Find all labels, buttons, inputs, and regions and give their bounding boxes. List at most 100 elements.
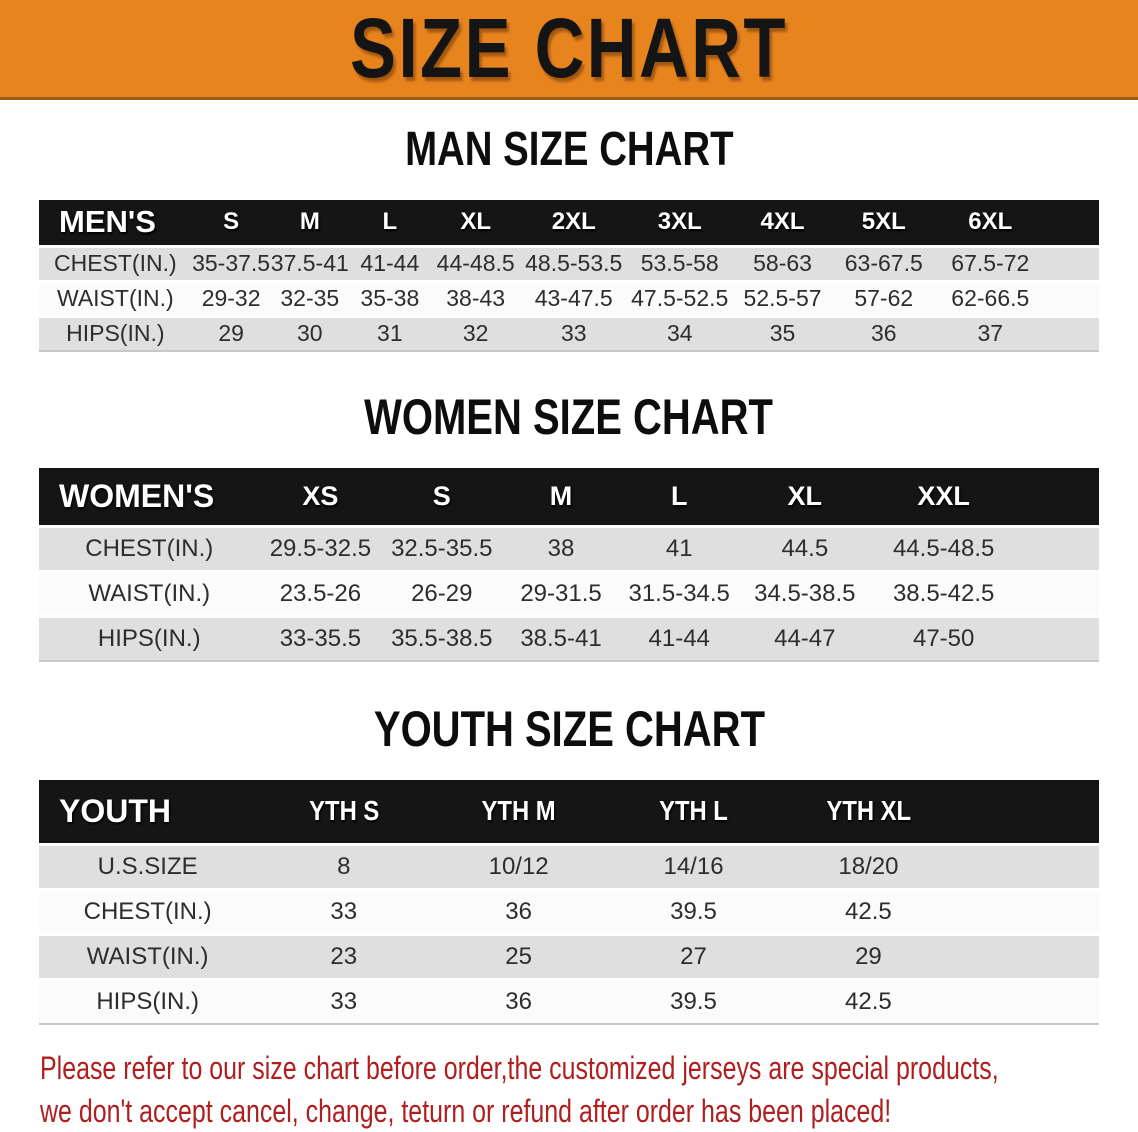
size-value-cell: 38-43	[430, 279, 521, 316]
spacer-cell	[1045, 244, 1099, 281]
size-value-cell: 36	[832, 314, 936, 351]
order-policy-line-2: we don't accept cancel, change, teturn o…	[40, 1093, 892, 1130]
size-column-header: 5XL	[832, 200, 936, 246]
size-column-header-text: YTH M	[481, 795, 556, 827]
measurement-row-label: HIPS(IN.)	[39, 977, 257, 1024]
measurement-row-label: CHEST(IN.)	[39, 887, 257, 934]
mens-size-table: MEN'S S M L XL 2XL 3XL 4XL 5XL 6XL CHEST…	[39, 200, 1099, 352]
size-column-header: 4XL	[732, 200, 833, 246]
spacer-cell	[1016, 524, 1099, 571]
size-value-cell: 35-37.5	[191, 244, 271, 281]
size-value-cell: 48.5-53.5	[520, 244, 627, 281]
youth-chest-row: CHEST(IN.) 33 36 39.5 42.5	[39, 887, 1099, 934]
size-value-cell: 52.5-57	[732, 279, 833, 316]
size-column-header: YTH M	[431, 780, 607, 844]
size-value-cell: 34	[626, 314, 733, 351]
size-value-cell: 35.5-38.5	[381, 614, 503, 661]
size-value-cell: 32-35	[270, 279, 350, 316]
size-chart-title: SIZE CHART	[350, 1, 788, 95]
size-value-cell: 62-66.5	[935, 279, 1046, 316]
spacer-cell	[955, 887, 1099, 934]
size-column-header: M	[270, 200, 350, 246]
size-value-cell: 31	[349, 314, 431, 351]
size-value-cell: 67.5-72	[935, 244, 1046, 281]
youth-waist-row: WAIST(IN.) 23 25 27 29	[39, 932, 1099, 979]
spacer-cell	[1045, 314, 1099, 351]
size-value-cell: 63-67.5	[832, 244, 936, 281]
spacer-cell	[955, 977, 1099, 1024]
size-value-cell: 23.5-26	[259, 569, 382, 616]
size-value-cell: 44-48.5	[430, 244, 521, 281]
size-value-cell: 39.5	[606, 887, 781, 934]
size-column-header: M	[502, 468, 620, 526]
youth-ussize-row: U.S.SIZE 8 10/12 14/16 18/20	[39, 842, 1099, 889]
size-value-cell: 43-47.5	[520, 279, 627, 316]
spacer-header-cell	[955, 780, 1099, 844]
size-value-cell: 31.5-34.5	[619, 569, 739, 616]
size-column-header-text: YTH S	[308, 795, 379, 827]
size-value-cell: 41-44	[619, 614, 739, 661]
size-column-header: L	[349, 200, 431, 246]
size-column-header: YTH L	[606, 780, 781, 844]
youth-section-heading-text: YOUTH SIZE CHART	[373, 701, 765, 757]
size-value-cell: 10/12	[431, 842, 607, 889]
measurement-row-label: CHEST(IN.)	[39, 524, 260, 571]
mens-table-title: MEN'S	[39, 200, 192, 246]
spacer-cell	[955, 842, 1099, 889]
size-value-cell: 29	[191, 314, 271, 351]
men-section-heading: MAN SIZE CHART	[0, 126, 1138, 174]
size-value-cell: 58-63	[732, 244, 833, 281]
size-value-cell: 53.5-58	[626, 244, 733, 281]
measurement-row-label: CHEST(IN.)	[39, 244, 192, 281]
size-value-cell: 14/16	[606, 842, 781, 889]
size-value-cell: 32.5-35.5	[381, 524, 503, 571]
size-value-cell: 30	[270, 314, 350, 351]
womens-hips-row: HIPS(IN.) 33-35.5 35.5-38.5 38.5-41 41-4…	[39, 614, 1099, 661]
size-value-cell: 34.5-38.5	[738, 569, 872, 616]
youth-header-row: YOUTH YTH S YTH M YTH L YTH XL	[39, 780, 1099, 844]
size-value-cell: 33	[256, 977, 432, 1024]
size-value-cell: 41-44	[349, 244, 431, 281]
size-value-cell: 38	[502, 524, 620, 571]
size-value-cell: 32	[430, 314, 521, 351]
size-column-header: YTH XL	[780, 780, 956, 844]
size-value-cell: 37.5-41	[270, 244, 350, 281]
youth-section-heading: YOUTH SIZE CHART	[0, 704, 1138, 754]
size-value-cell: 41	[619, 524, 739, 571]
size-value-cell: 35	[732, 314, 833, 351]
size-column-header: 2XL	[520, 200, 627, 246]
measurement-row-label: HIPS(IN.)	[39, 614, 260, 661]
size-value-cell: 33	[520, 314, 627, 351]
size-column-header: L	[619, 468, 739, 526]
size-column-header: XL	[738, 468, 872, 526]
size-value-cell: 26-29	[381, 569, 503, 616]
size-value-cell: 44-47	[738, 614, 872, 661]
size-value-cell: 44.5	[738, 524, 872, 571]
size-value-cell: 44.5-48.5	[871, 524, 1017, 571]
womens-size-table: WOMEN'S XS S M L XL XXL CHEST(IN.) 29.5-…	[39, 468, 1099, 662]
women-section-heading-text: WOMEN SIZE CHART	[364, 389, 774, 445]
size-value-cell: 33	[256, 887, 432, 934]
youth-hips-row: HIPS(IN.) 33 36 39.5 42.5	[39, 977, 1099, 1024]
mens-hips-row: HIPS(IN.) 29 30 31 32 33 34 35 36 37	[39, 314, 1099, 351]
size-value-cell: 33-35.5	[259, 614, 382, 661]
youth-table-title: YOUTH	[39, 780, 257, 844]
size-value-cell: 39.5	[606, 977, 781, 1024]
size-value-cell: 27	[606, 932, 781, 979]
size-column-header: 3XL	[626, 200, 733, 246]
size-value-cell: 35-38	[349, 279, 431, 316]
measurement-row-label: WAIST(IN.)	[39, 279, 192, 316]
size-value-cell: 57-62	[832, 279, 936, 316]
spacer-cell	[1045, 279, 1099, 316]
measurement-row-label: WAIST(IN.)	[39, 569, 260, 616]
womens-header-row: WOMEN'S XS S M L XL XXL	[39, 468, 1099, 526]
size-value-cell: 29.5-32.5	[259, 524, 382, 571]
size-value-cell: 18/20	[780, 842, 956, 889]
size-value-cell: 37	[935, 314, 1046, 351]
size-value-cell: 29-31.5	[502, 569, 620, 616]
spacer-header-cell	[1045, 200, 1099, 246]
size-value-cell: 29	[780, 932, 956, 979]
womens-chest-row: CHEST(IN.) 29.5-32.5 32.5-35.5 38 41 44.…	[39, 524, 1099, 571]
size-chart-banner: SIZE CHART	[0, 0, 1138, 100]
size-column-header: S	[381, 468, 503, 526]
